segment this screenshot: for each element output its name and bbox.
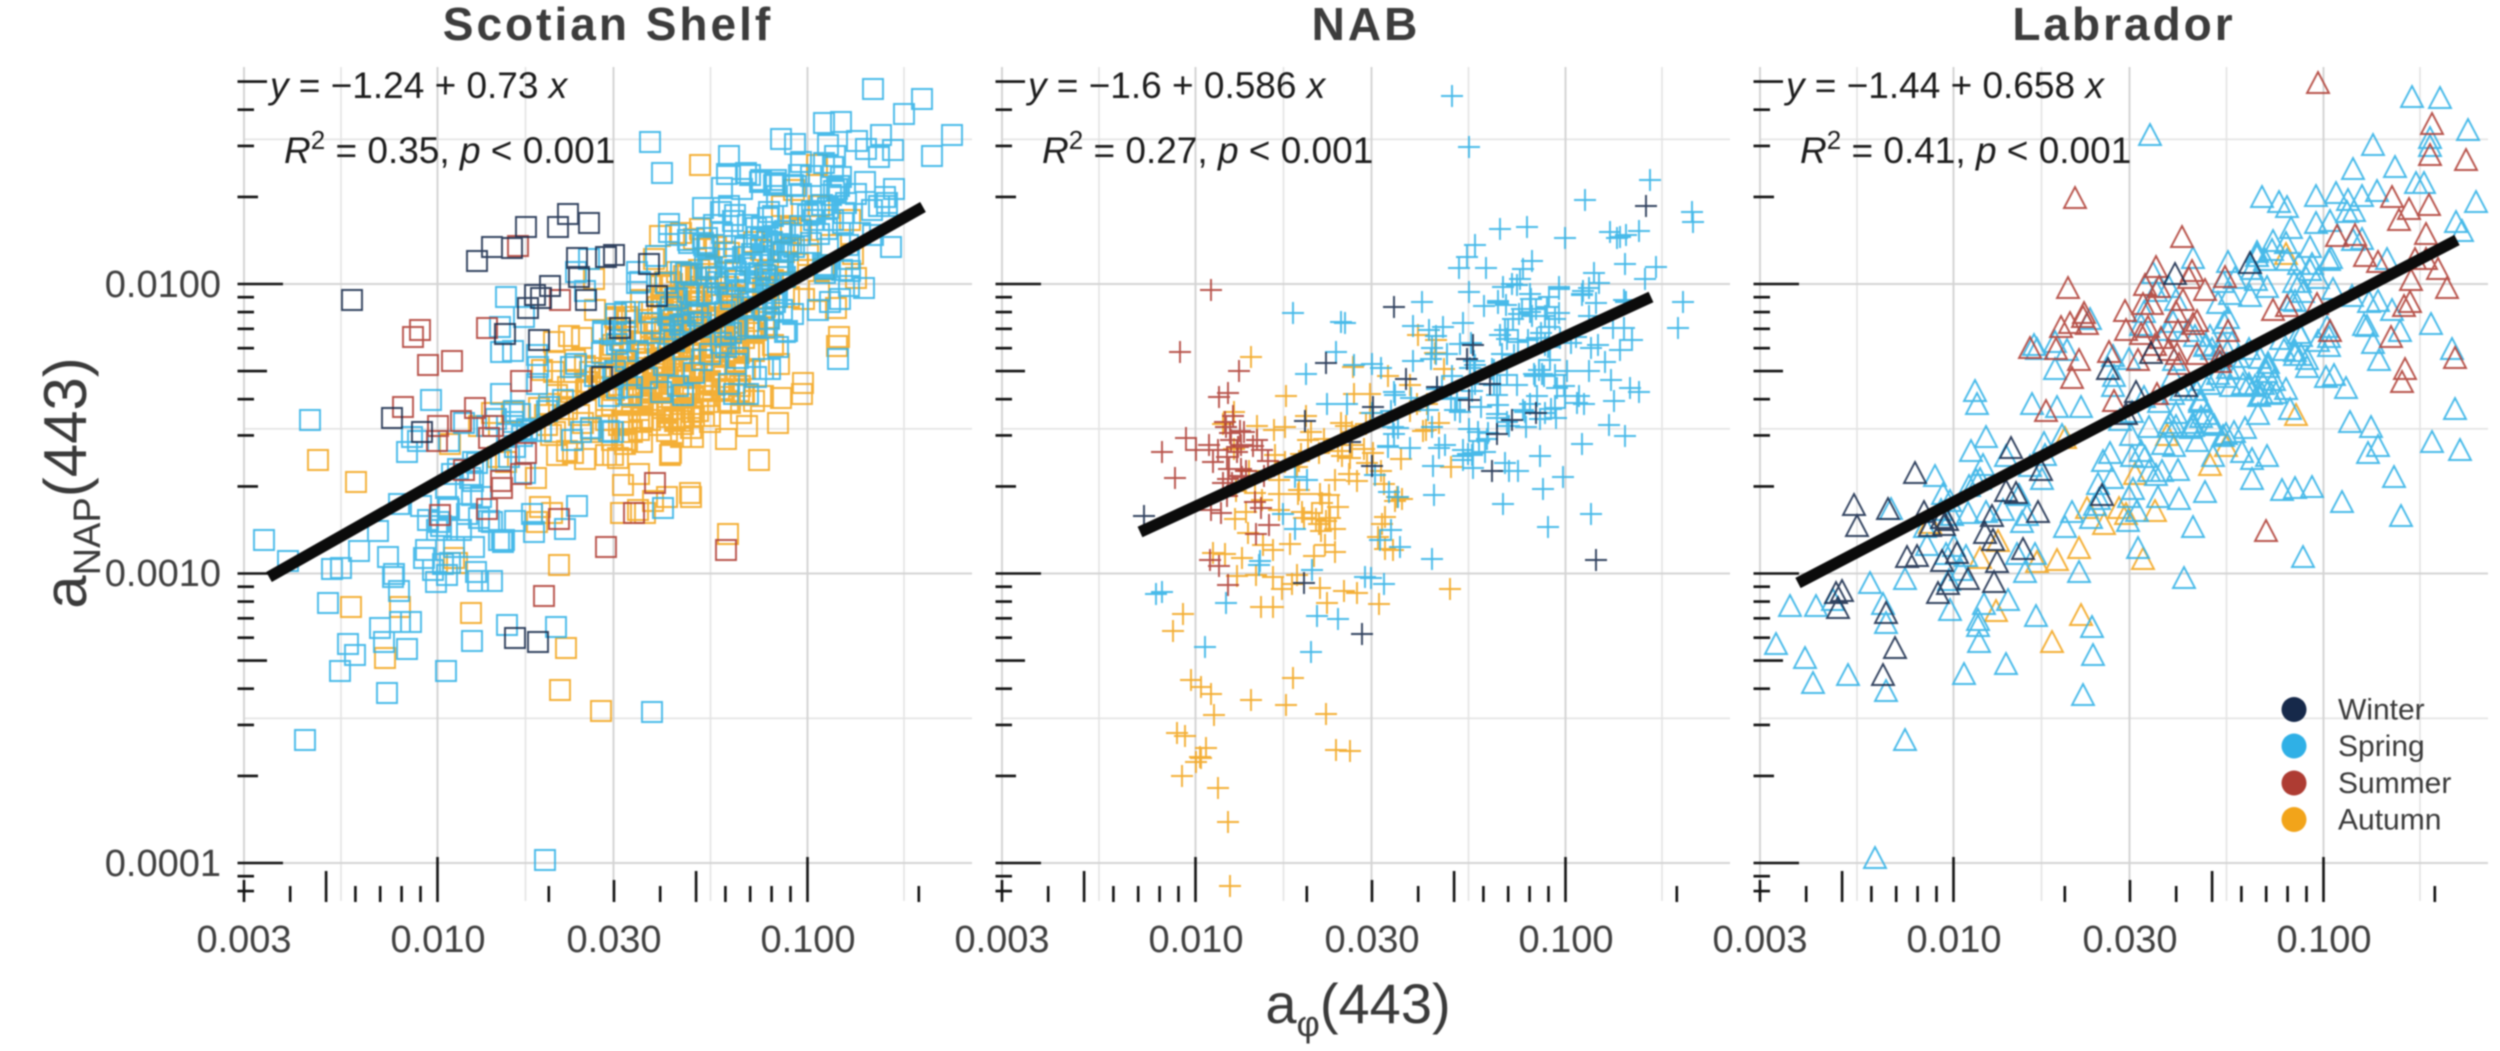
svg-text:y = −1.44 + 0.658 x: y = −1.44 + 0.658 x: [1783, 65, 2105, 106]
svg-text:0.010: 0.010: [1906, 919, 2001, 961]
svg-text:0.030: 0.030: [566, 919, 661, 961]
svg-text:0.0001: 0.0001: [105, 843, 221, 885]
svg-text:0.100: 0.100: [760, 919, 855, 961]
svg-text:0.010: 0.010: [1148, 919, 1243, 961]
svg-text:0.0010: 0.0010: [105, 553, 221, 595]
svg-text:R2 = 0.35, p < 0.001: R2 = 0.35, p < 0.001: [284, 125, 615, 171]
svg-text:0.030: 0.030: [1324, 919, 1419, 961]
svg-text:aφ(443): aφ(443): [1265, 972, 1450, 1044]
svg-text:NAB: NAB: [1312, 0, 1421, 50]
svg-text:Winter: Winter: [2338, 694, 2425, 727]
svg-text:0.030: 0.030: [2082, 919, 2177, 961]
svg-text:0.003: 0.003: [196, 919, 291, 961]
svg-text:Scotian Shelf: Scotian Shelf: [443, 0, 773, 50]
svg-text:Spring: Spring: [2338, 730, 2425, 763]
svg-text:0.003: 0.003: [1712, 919, 1807, 961]
svg-text:Autumn: Autumn: [2338, 804, 2441, 837]
svg-text:0.003: 0.003: [954, 919, 1049, 961]
svg-text:Summer: Summer: [2338, 767, 2451, 800]
svg-text:y = −1.24 + 0.73 x: y = −1.24 + 0.73 x: [267, 65, 569, 106]
svg-text:Labrador: Labrador: [2012, 0, 2235, 50]
svg-text:0.100: 0.100: [2276, 919, 2371, 961]
svg-text:R2 = 0.41, p < 0.001: R2 = 0.41, p < 0.001: [1800, 125, 2131, 171]
svg-text:0.010: 0.010: [390, 919, 485, 961]
svg-text:R2 = 0.27, p < 0.001: R2 = 0.27, p < 0.001: [1042, 125, 1373, 171]
svg-text:y = −1.6 + 0.586 x: y = −1.6 + 0.586 x: [1025, 65, 1327, 106]
svg-text:0.100: 0.100: [1518, 919, 1613, 961]
svg-text:0.0100: 0.0100: [105, 264, 221, 306]
